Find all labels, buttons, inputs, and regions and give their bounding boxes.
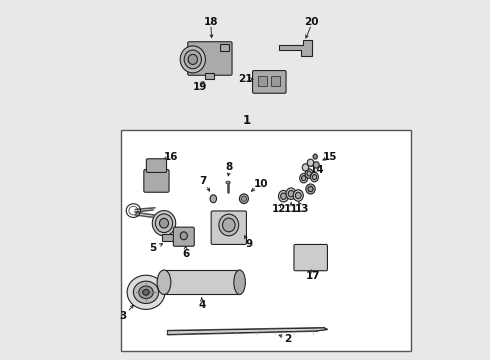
Text: 16: 16	[164, 152, 178, 162]
FancyBboxPatch shape	[173, 227, 194, 246]
Ellipse shape	[305, 169, 313, 178]
Text: 7: 7	[199, 176, 207, 186]
Text: 1: 1	[243, 114, 251, 127]
Text: 3: 3	[119, 311, 126, 321]
FancyBboxPatch shape	[252, 71, 286, 93]
Ellipse shape	[286, 188, 296, 199]
Ellipse shape	[184, 50, 201, 69]
Ellipse shape	[278, 190, 289, 202]
Bar	[271, 76, 280, 86]
Ellipse shape	[152, 211, 176, 236]
Ellipse shape	[160, 218, 169, 228]
Ellipse shape	[139, 286, 153, 299]
Ellipse shape	[219, 214, 239, 236]
Ellipse shape	[180, 232, 187, 240]
Ellipse shape	[143, 289, 149, 295]
Ellipse shape	[314, 162, 319, 168]
Polygon shape	[168, 328, 327, 334]
Text: 4: 4	[198, 300, 205, 310]
Ellipse shape	[306, 184, 315, 194]
Ellipse shape	[311, 172, 319, 182]
Ellipse shape	[295, 192, 301, 199]
Ellipse shape	[302, 164, 309, 171]
Text: 8: 8	[225, 162, 232, 172]
Ellipse shape	[313, 154, 318, 159]
Text: 15: 15	[323, 152, 337, 162]
Ellipse shape	[242, 196, 246, 202]
Text: 12: 12	[272, 204, 287, 214]
Ellipse shape	[180, 46, 205, 73]
Ellipse shape	[307, 171, 311, 176]
Ellipse shape	[188, 54, 197, 64]
Text: 14: 14	[310, 165, 324, 175]
Text: 13: 13	[294, 204, 309, 214]
Ellipse shape	[234, 270, 245, 294]
Ellipse shape	[301, 176, 306, 181]
Ellipse shape	[222, 218, 235, 232]
Ellipse shape	[308, 186, 313, 192]
Polygon shape	[279, 40, 312, 56]
Text: 18: 18	[203, 17, 218, 27]
Text: 10: 10	[254, 179, 269, 189]
Text: 21: 21	[238, 74, 252, 84]
Ellipse shape	[127, 275, 165, 309]
Bar	[121, 130, 411, 351]
Bar	[258, 76, 268, 86]
Ellipse shape	[155, 214, 172, 233]
Ellipse shape	[157, 270, 171, 294]
Bar	[205, 73, 215, 79]
Text: 17: 17	[306, 271, 321, 282]
FancyBboxPatch shape	[294, 244, 327, 271]
Ellipse shape	[300, 174, 308, 183]
Ellipse shape	[288, 190, 294, 197]
FancyBboxPatch shape	[211, 211, 246, 244]
Ellipse shape	[293, 190, 303, 201]
Text: 2: 2	[285, 334, 292, 345]
Text: 5: 5	[149, 243, 157, 253]
Text: 6: 6	[182, 249, 189, 259]
Ellipse shape	[240, 194, 248, 204]
Text: 9: 9	[245, 239, 252, 249]
Bar	[162, 234, 180, 241]
Ellipse shape	[307, 159, 314, 166]
Ellipse shape	[226, 181, 230, 184]
Text: 20: 20	[304, 17, 319, 27]
Text: 11: 11	[284, 204, 298, 214]
FancyBboxPatch shape	[147, 159, 167, 172]
FancyBboxPatch shape	[188, 42, 232, 75]
Ellipse shape	[281, 193, 286, 199]
Bar	[220, 44, 229, 51]
Ellipse shape	[210, 195, 217, 203]
Text: 19: 19	[193, 82, 207, 92]
Ellipse shape	[133, 281, 159, 303]
FancyBboxPatch shape	[144, 170, 169, 192]
Ellipse shape	[312, 175, 317, 180]
Bar	[164, 270, 240, 294]
